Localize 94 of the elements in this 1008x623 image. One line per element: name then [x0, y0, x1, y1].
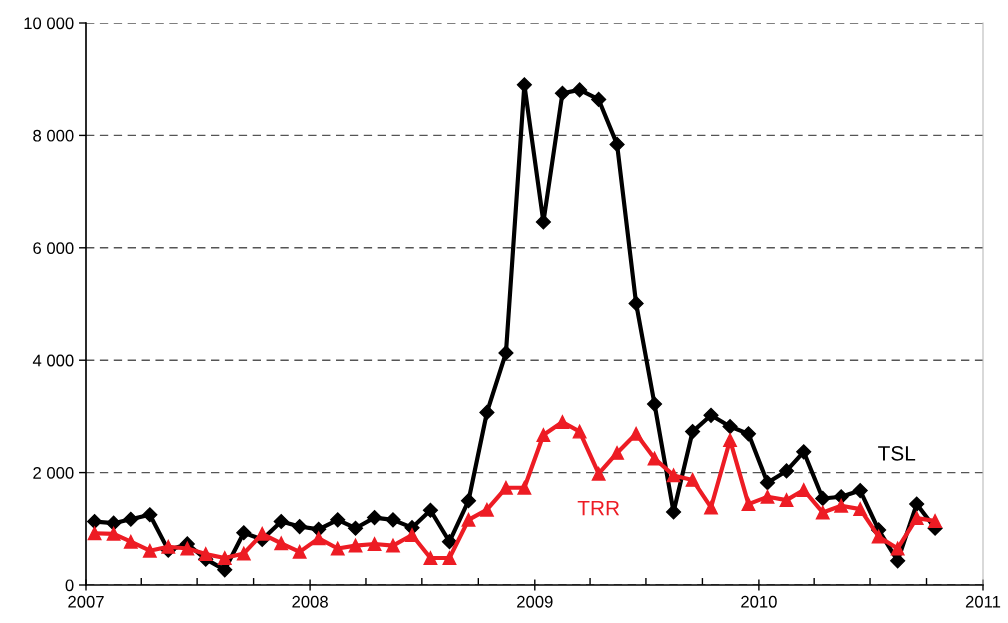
y-tick-label: 0 [65, 579, 74, 592]
point [760, 489, 775, 504]
point [292, 518, 308, 535]
y-tick-label: 2 000 [33, 467, 74, 479]
point [479, 502, 494, 517]
point [385, 512, 401, 528]
y-tick-label: 6 000 [33, 242, 74, 254]
point [106, 526, 121, 541]
point [273, 513, 289, 530]
point [852, 483, 868, 499]
y-tick-label: 10 000 [24, 17, 74, 30]
point [871, 529, 886, 544]
point [722, 418, 738, 435]
point [198, 547, 213, 562]
point [740, 426, 757, 442]
point [909, 511, 924, 526]
point [330, 512, 346, 528]
point [741, 497, 756, 512]
point [796, 483, 811, 497]
point [330, 541, 345, 556]
point [609, 136, 625, 152]
point [292, 544, 307, 559]
point [853, 502, 868, 517]
point [685, 424, 701, 440]
point [499, 480, 513, 495]
point [461, 512, 476, 527]
point [646, 396, 663, 412]
point [479, 404, 495, 421]
point [834, 498, 849, 513]
series-label: TSL [878, 445, 916, 461]
series-label: TRR [577, 500, 620, 516]
point [180, 541, 195, 556]
point [348, 538, 363, 553]
point [759, 475, 776, 491]
point [386, 538, 400, 553]
point [460, 493, 477, 509]
point [628, 295, 644, 312]
point [123, 534, 138, 549]
point [87, 526, 102, 541]
point [236, 525, 252, 541]
x-tick-label: 2008 [292, 595, 328, 608]
point [685, 472, 700, 487]
point [498, 345, 514, 361]
point [366, 509, 383, 526]
point [142, 543, 157, 558]
point [535, 214, 551, 230]
point [704, 500, 718, 515]
y-tick-label: 8 000 [33, 129, 74, 142]
point [796, 444, 812, 460]
point [591, 466, 606, 481]
point [274, 536, 289, 551]
point [723, 433, 737, 447]
point [347, 520, 364, 536]
x-tick-label: 2009 [517, 595, 553, 608]
point [815, 490, 831, 507]
point [778, 463, 795, 479]
point [516, 77, 532, 93]
point [405, 528, 419, 542]
x-tick-label: 2010 [741, 595, 777, 608]
point [665, 504, 682, 520]
x-tick-label: 2007 [68, 595, 104, 608]
point [890, 553, 906, 569]
point [703, 407, 719, 423]
point [123, 511, 139, 527]
x-tick-label: 2011 [965, 595, 1001, 608]
point [610, 445, 625, 460]
point [517, 480, 532, 495]
point [779, 493, 794, 508]
point [142, 507, 158, 523]
point [367, 537, 382, 551]
point [441, 534, 458, 550]
point [423, 551, 438, 565]
point [647, 451, 662, 466]
point [311, 531, 326, 546]
point [890, 541, 905, 556]
point [442, 551, 457, 565]
y-tick-label: 4 000 [32, 354, 74, 367]
point [572, 82, 588, 98]
point [236, 546, 251, 561]
point [572, 424, 587, 439]
point [666, 468, 681, 483]
point [815, 505, 830, 520]
point [106, 515, 122, 531]
point [909, 496, 925, 512]
point [555, 415, 570, 429]
point [161, 539, 176, 554]
point [928, 513, 943, 528]
point [536, 428, 551, 442]
point [554, 85, 571, 101]
point [629, 426, 644, 441]
point [255, 526, 270, 541]
point [422, 502, 439, 518]
point [591, 91, 607, 108]
point [217, 551, 232, 565]
